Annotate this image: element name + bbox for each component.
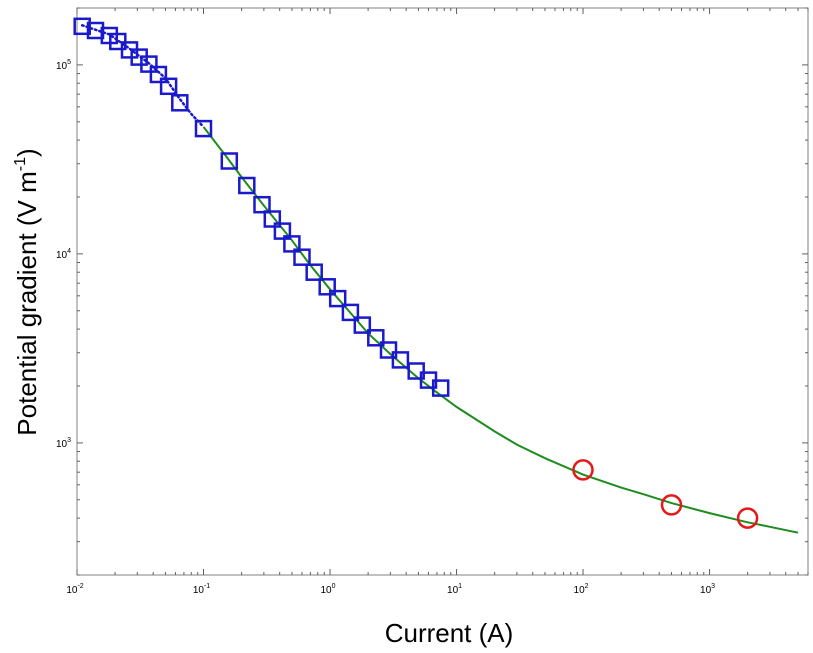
square-marker — [353, 316, 372, 334]
square-marker — [273, 222, 292, 240]
tick-label-base: 10 — [700, 585, 712, 596]
square-marker — [431, 379, 450, 397]
y-axis-title-close: ) — [12, 148, 42, 157]
y-axis-title: Potential gradient (V m-1) — [12, 148, 42, 435]
square-marker — [140, 55, 158, 73]
x-tick-label: 10-1 — [193, 583, 210, 596]
y-tick-label: 104 — [56, 248, 71, 261]
x-tick-label: 103 — [700, 583, 715, 596]
square-marker — [318, 278, 336, 296]
square-marker — [238, 176, 256, 195]
tick-label-base: 10 — [574, 585, 586, 596]
square-marker — [293, 248, 311, 266]
square-marker — [159, 77, 178, 96]
square-marker — [263, 210, 282, 228]
tick-label-exponent: 5 — [67, 59, 71, 66]
tick-label-exponent: 0 — [332, 583, 336, 590]
x-tick-label: 100 — [321, 583, 336, 596]
tick-label-exponent: 2 — [585, 583, 589, 590]
circle-marker — [736, 507, 759, 529]
square-marker — [283, 235, 301, 253]
square-marker — [379, 341, 398, 359]
tick-label-base: 10 — [56, 250, 68, 261]
square-marker — [341, 303, 360, 322]
y-axis-title-sup: -1 — [12, 157, 29, 171]
fit-curve — [202, 126, 799, 534]
square-marker — [367, 329, 385, 347]
tick-label-base: 10 — [447, 585, 459, 596]
y-tick-label: 103 — [56, 437, 71, 450]
y-axis-title-main: Potential gradient (V m — [12, 171, 42, 435]
tick-label-exponent: 3 — [67, 437, 71, 444]
square-marker — [149, 65, 168, 84]
y-tick-label: 105 — [56, 59, 71, 72]
fit-lines — [80, 24, 799, 534]
circle-marker — [572, 459, 594, 481]
tick-label-exponent: 3 — [711, 583, 715, 590]
tick-label-base: 10 — [56, 439, 68, 450]
square-marker — [391, 351, 410, 369]
square-marker — [73, 17, 91, 36]
tick-label-exponent: 4 — [67, 248, 71, 255]
tick-label-exponent: -2 — [77, 583, 83, 590]
tick-label-base: 10 — [56, 61, 68, 72]
tick-label-base: 10 — [321, 585, 333, 596]
square-marker — [253, 195, 271, 214]
square-marker — [194, 119, 213, 138]
square-marker — [407, 362, 425, 380]
x-tick-label: 102 — [574, 583, 589, 596]
square-marker — [220, 152, 239, 170]
tick-label-exponent: 1 — [458, 583, 462, 590]
circle-marker — [660, 494, 683, 516]
plot-frame — [76, 7, 809, 576]
square-marker — [171, 94, 189, 112]
tick-label-exponent: -1 — [204, 583, 210, 590]
fit-curve-dotted — [80, 24, 205, 129]
square-marker — [328, 289, 347, 308]
x-tick-label: 101 — [447, 583, 462, 596]
tick-label-base: 10 — [66, 585, 78, 596]
x-axis-title: Current (A) — [385, 618, 514, 648]
tick-label-base: 10 — [193, 585, 205, 596]
square-marker — [305, 263, 323, 281]
data-markers — [73, 17, 759, 529]
x-tick-label: 10-2 — [66, 583, 83, 596]
